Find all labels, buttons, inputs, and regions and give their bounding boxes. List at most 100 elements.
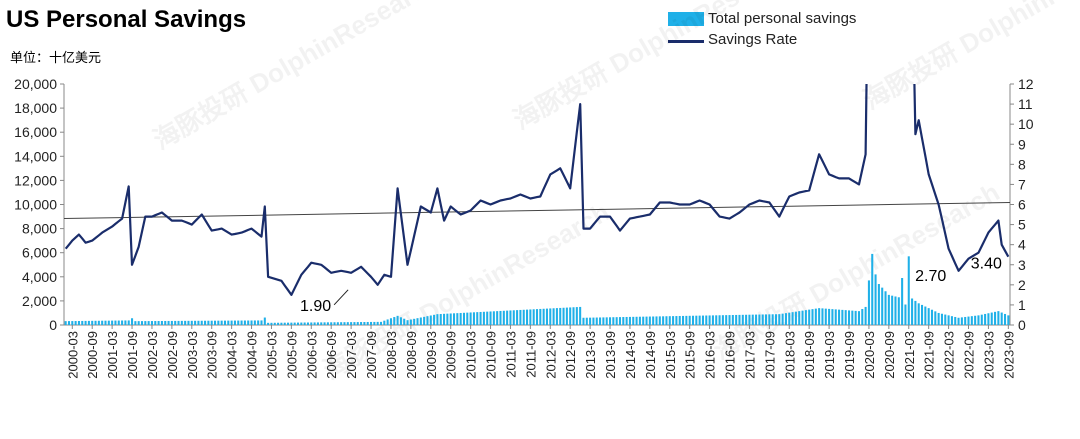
savings-bar	[612, 317, 615, 325]
right-tick-label: 6	[1018, 197, 1026, 213]
left-tick-label: 14,000	[14, 148, 57, 164]
savings-bar	[74, 321, 77, 325]
savings-bar	[608, 317, 612, 325]
savings-bar	[542, 308, 545, 325]
savings-bar	[170, 320, 173, 325]
savings-bar	[891, 295, 894, 325]
savings-bar	[121, 320, 124, 325]
savings-bar	[997, 311, 1000, 325]
savings-bar	[711, 315, 714, 325]
savings-bar	[419, 317, 422, 325]
x-tick-label: 2014-03	[623, 331, 638, 379]
savings-bar	[167, 320, 170, 325]
savings-bar	[867, 280, 870, 325]
savings-bar	[589, 317, 592, 325]
right-tick-label: 3	[1018, 257, 1026, 273]
x-tick-label: 2000-09	[85, 331, 100, 379]
savings-bar	[84, 320, 87, 325]
savings-bar	[675, 316, 678, 325]
savings-bar	[887, 294, 890, 325]
right-tick-label: 4	[1018, 237, 1026, 253]
savings-bar	[814, 308, 817, 325]
savings-bar	[257, 320, 260, 325]
savings-bar	[340, 322, 343, 325]
x-tick-label: 2013-09	[603, 331, 618, 379]
savings-bar	[383, 320, 386, 325]
savings-bar	[844, 310, 847, 325]
savings-bar	[243, 320, 246, 325]
savings-bar	[210, 320, 213, 325]
savings-bar	[967, 316, 970, 325]
x-tick-label: 2010-03	[464, 331, 479, 379]
x-tick-label: 2020-09	[882, 331, 897, 379]
savings-bar	[509, 310, 512, 325]
savings-bar	[273, 322, 276, 325]
x-tick-label: 2006-09	[324, 331, 339, 379]
savings-bar	[652, 316, 655, 325]
savings-bar	[336, 322, 339, 325]
savings-bar	[87, 320, 90, 325]
savings-bar	[277, 322, 280, 325]
right-tick-label: 1	[1018, 297, 1026, 313]
savings-bar	[522, 309, 525, 325]
savings-bar	[725, 315, 728, 325]
x-tick-label: 2010-09	[484, 331, 499, 379]
savings-bar	[685, 315, 688, 325]
right-tick-label: 12	[1018, 76, 1034, 92]
x-tick-label: 2021-03	[902, 331, 917, 379]
savings-bar	[771, 314, 774, 325]
savings-bar	[555, 308, 558, 325]
left-tick-label: 8,000	[22, 221, 57, 237]
right-tick-label: 11	[1018, 96, 1033, 112]
left-tick-label: 12,000	[14, 172, 57, 188]
savings-bar	[595, 317, 598, 325]
savings-bar	[907, 256, 910, 325]
savings-bar	[668, 316, 671, 325]
savings-bar	[930, 309, 934, 325]
savings-bar	[379, 321, 383, 325]
savings-bar	[745, 314, 748, 325]
savings-bar	[267, 322, 270, 325]
savings-bar	[980, 314, 983, 325]
savings-bar	[638, 316, 641, 325]
savings-bar	[482, 311, 485, 325]
x-tick-label: 2011-03	[503, 331, 518, 378]
savings-bar	[599, 317, 602, 325]
savings-bar	[874, 274, 877, 325]
savings-bar	[356, 322, 359, 325]
savings-bar	[144, 321, 147, 325]
savings-rate-line	[64, 84, 1010, 296]
savings-bar	[625, 316, 628, 325]
x-tick-label: 2009-09	[444, 331, 459, 379]
savings-bar	[715, 315, 718, 325]
savings-bar	[977, 315, 980, 325]
right-tick-label: 2	[1018, 277, 1026, 293]
savings-bar	[512, 310, 515, 325]
x-tick-label: 2008-03	[384, 331, 399, 379]
savings-bar	[91, 320, 94, 325]
savings-bar	[213, 320, 217, 325]
savings-bar	[857, 311, 861, 325]
savings-bar	[808, 309, 811, 325]
savings-bar	[559, 307, 562, 325]
savings-bar	[788, 312, 791, 325]
savings-bar	[904, 304, 907, 325]
savings-bar	[917, 303, 920, 325]
savings-bar	[446, 313, 449, 325]
savings-bar	[134, 321, 137, 325]
savings-bar	[164, 320, 167, 325]
savings-bar	[622, 317, 625, 325]
x-tick-label: 2002-09	[165, 331, 180, 379]
savings-bar	[489, 311, 492, 325]
savings-bar	[738, 314, 741, 325]
savings-bar	[496, 311, 499, 325]
savings-bar	[731, 315, 734, 325]
savings-bar	[147, 321, 150, 325]
x-tick-label: 2023-09	[1001, 331, 1016, 379]
right-tick-label: 7	[1018, 176, 1026, 192]
savings-bar	[718, 315, 721, 325]
x-tick-label: 2012-03	[543, 331, 558, 379]
savings-bar	[791, 312, 794, 325]
savings-bar	[761, 314, 764, 325]
savings-bar	[662, 316, 665, 325]
